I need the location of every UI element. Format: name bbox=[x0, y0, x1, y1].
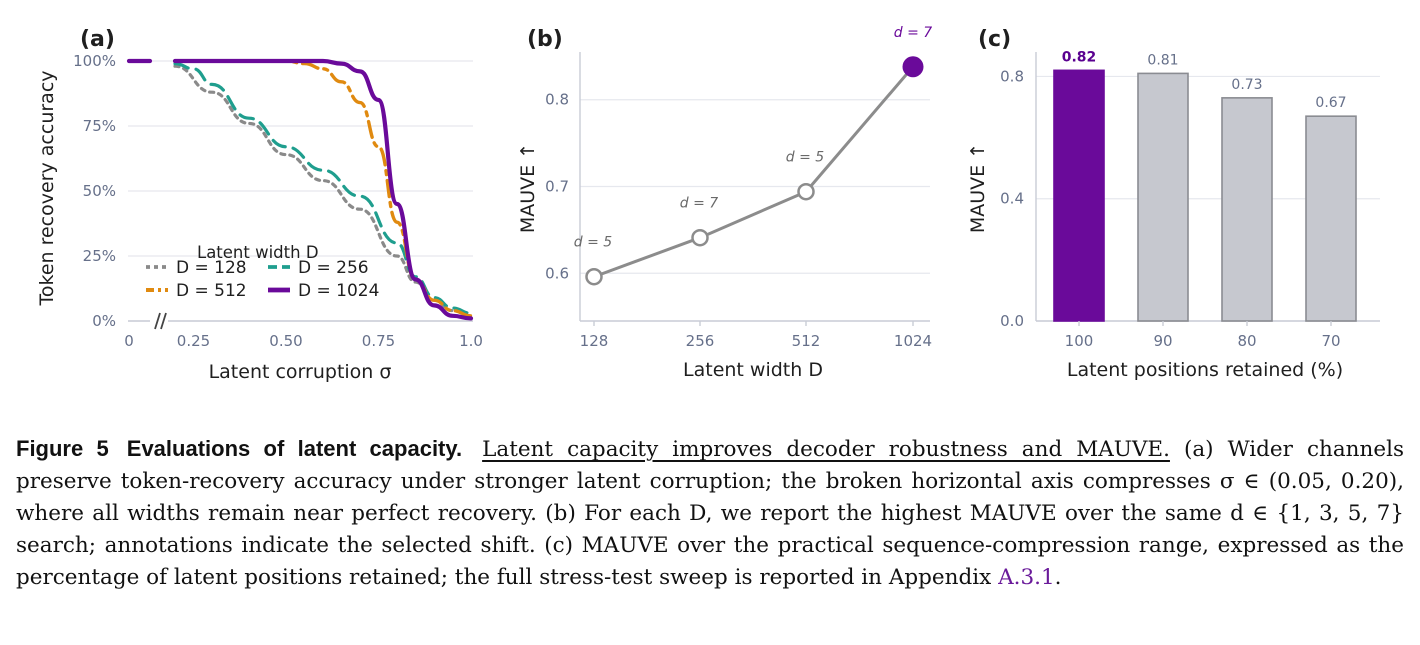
panel-b-y-tick-label: 0.6 bbox=[545, 264, 569, 282]
caption-body: (a) Wider channels preserve token-recove… bbox=[16, 437, 1404, 590]
panel-b-x-axis-label: Latent width D bbox=[683, 359, 823, 381]
panel-b-y-axis-label: MAUVE ↑ bbox=[517, 143, 539, 233]
panel-a-label: (a) bbox=[80, 27, 115, 52]
panel-c-x-tick-label: 80 bbox=[1237, 332, 1256, 350]
legend-entry-label: D = 512 bbox=[176, 281, 247, 301]
panel-a-legend: Latent width D D = 128 D = 256 D = 512 D = … bbox=[146, 243, 379, 301]
panel-b-gridlines bbox=[580, 99, 930, 274]
panel-b-mauve-vs-width-chart: (b) 0.60.70.8 128 256 512 1024 d = 5d = 7d … bbox=[517, 25, 932, 381]
panel-c-x-tick-label: 90 bbox=[1153, 332, 1172, 350]
panel-a-x-tick-label: 1.0 bbox=[459, 332, 483, 350]
panel-c-y-tick-label: 0.4 bbox=[1000, 190, 1024, 208]
panel-a-x-ticks: 0 0.25 0.50 0.75 1.0 bbox=[124, 332, 483, 350]
panel-c-bar-value-label: 0.67 bbox=[1315, 95, 1346, 111]
panel-b-shift-annotation: d = 7 bbox=[680, 196, 719, 212]
legend-entry-label: D = 256 bbox=[298, 258, 369, 278]
panel-c-label: (c) bbox=[978, 27, 1011, 52]
panel-b-x-tick-label: 256 bbox=[686, 332, 715, 350]
caption-underlined-sentence: Latent capacity improves decoder robustn… bbox=[482, 437, 1170, 462]
panel-c-bar bbox=[1137, 72, 1189, 322]
panel-a-y-tick-label: 100% bbox=[73, 52, 116, 70]
panel-a-x-tick-label: 0 bbox=[124, 332, 134, 350]
panel-b-point bbox=[797, 182, 815, 201]
panel-a-y-ticks: 0% 25% 50% 75% 100% bbox=[73, 52, 116, 330]
panel-c-bars: 0.82 100 0.81 90 0.73 80 0.67 70 bbox=[1053, 49, 1357, 350]
caption-end: . bbox=[1054, 565, 1062, 590]
panel-c-x-tick-label: 100 bbox=[1065, 332, 1094, 350]
panel-b-y-tick-label: 0.8 bbox=[545, 91, 569, 109]
caption-heading: Evaluations of latent capacity. bbox=[126, 436, 463, 461]
panel-a-series bbox=[126, 58, 474, 321]
panel-c-bar bbox=[1305, 115, 1357, 322]
panel-a-x-tick-label: 0.75 bbox=[362, 332, 395, 350]
panel-a-y-tick-label: 75% bbox=[83, 117, 116, 135]
panel-b-point-highlight bbox=[902, 56, 924, 78]
panel-b-shift-annotation: d = 5 bbox=[786, 150, 825, 166]
panel-a-y-tick-label: 50% bbox=[83, 182, 116, 200]
panel-b-x-tick-label: 1024 bbox=[894, 332, 932, 350]
panel-c-mauve-bar-chart: (c) 0.00.40.8 0.821000.81900.73800.6770 … bbox=[967, 27, 1380, 381]
panel-a-x-tick-label: 0.50 bbox=[269, 332, 302, 350]
legend-title: Latent width D bbox=[197, 243, 319, 262]
appendix-link[interactable]: A.3.1 bbox=[998, 565, 1055, 590]
panel-b-shift-annotation: d = 7 bbox=[894, 25, 933, 41]
figure-caption: Figure 5 Evaluations of latent capacity. … bbox=[16, 433, 1404, 594]
axis-break-marker bbox=[150, 311, 168, 331]
panel-c-y-tick-label: 0.0 bbox=[1000, 312, 1024, 330]
panel-b-label: (b) bbox=[527, 27, 563, 52]
panel-b-shift-annotation: d = 5 bbox=[574, 235, 613, 251]
panel-c-bar bbox=[1221, 97, 1273, 322]
panel-b-y-ticks: 0.6 0.7 0.8 bbox=[545, 91, 569, 283]
panel-a-token-recovery-chart: (a) 0% 25% 50% 75% 100% 0 0.25 0.50 0.75 1.0 Lat… bbox=[36, 27, 483, 383]
panel-c-bar-value-label: 0.82 bbox=[1062, 49, 1097, 65]
panel-b-x-tick-label: 128 bbox=[580, 332, 609, 350]
panel-c-bar-value-label: 0.81 bbox=[1147, 52, 1178, 68]
panel-b-y-tick-label: 0.7 bbox=[545, 178, 569, 196]
series-line-d=256 bbox=[173, 62, 473, 315]
legend-entry-label: D = 1024 bbox=[298, 281, 379, 301]
legend-entry-label: D = 128 bbox=[176, 258, 247, 278]
panel-a-x-tick-label: 0.25 bbox=[177, 332, 210, 350]
panel-c-bar-value-label: 0.73 bbox=[1231, 77, 1262, 93]
panel-a-x-axis-label: Latent corruption σ bbox=[209, 361, 392, 383]
panel-b-point bbox=[691, 228, 709, 247]
panel-b-series-line bbox=[593, 65, 915, 279]
panel-c-y-ticks: 0.0 0.4 0.8 bbox=[1000, 67, 1024, 330]
panel-b-point bbox=[585, 267, 603, 286]
caption-label: Figure 5 bbox=[16, 436, 109, 461]
panel-c-y-axis-label: MAUVE ↑ bbox=[967, 143, 989, 233]
panel-b-series: d = 5 d = 7 d = 5 d = 7 bbox=[574, 25, 933, 286]
panel-c-y-tick-label: 0.8 bbox=[1000, 67, 1024, 85]
panel-c-x-axis-label: Latent positions retained (%) bbox=[1067, 359, 1343, 381]
panel-c-bar bbox=[1053, 69, 1105, 322]
panel-b-x-tick-label: 512 bbox=[792, 332, 821, 350]
panel-a-y-tick-label: 0% bbox=[92, 312, 116, 330]
panel-a-y-tick-label: 25% bbox=[83, 247, 116, 265]
panel-c-x-tick-label: 70 bbox=[1321, 332, 1340, 350]
panel-a-y-axis-label: Token recovery accuracy bbox=[36, 70, 58, 306]
series-line-d=1024 bbox=[172, 58, 474, 321]
panel-b-x-ticks: 128 256 512 1024 bbox=[580, 321, 932, 350]
